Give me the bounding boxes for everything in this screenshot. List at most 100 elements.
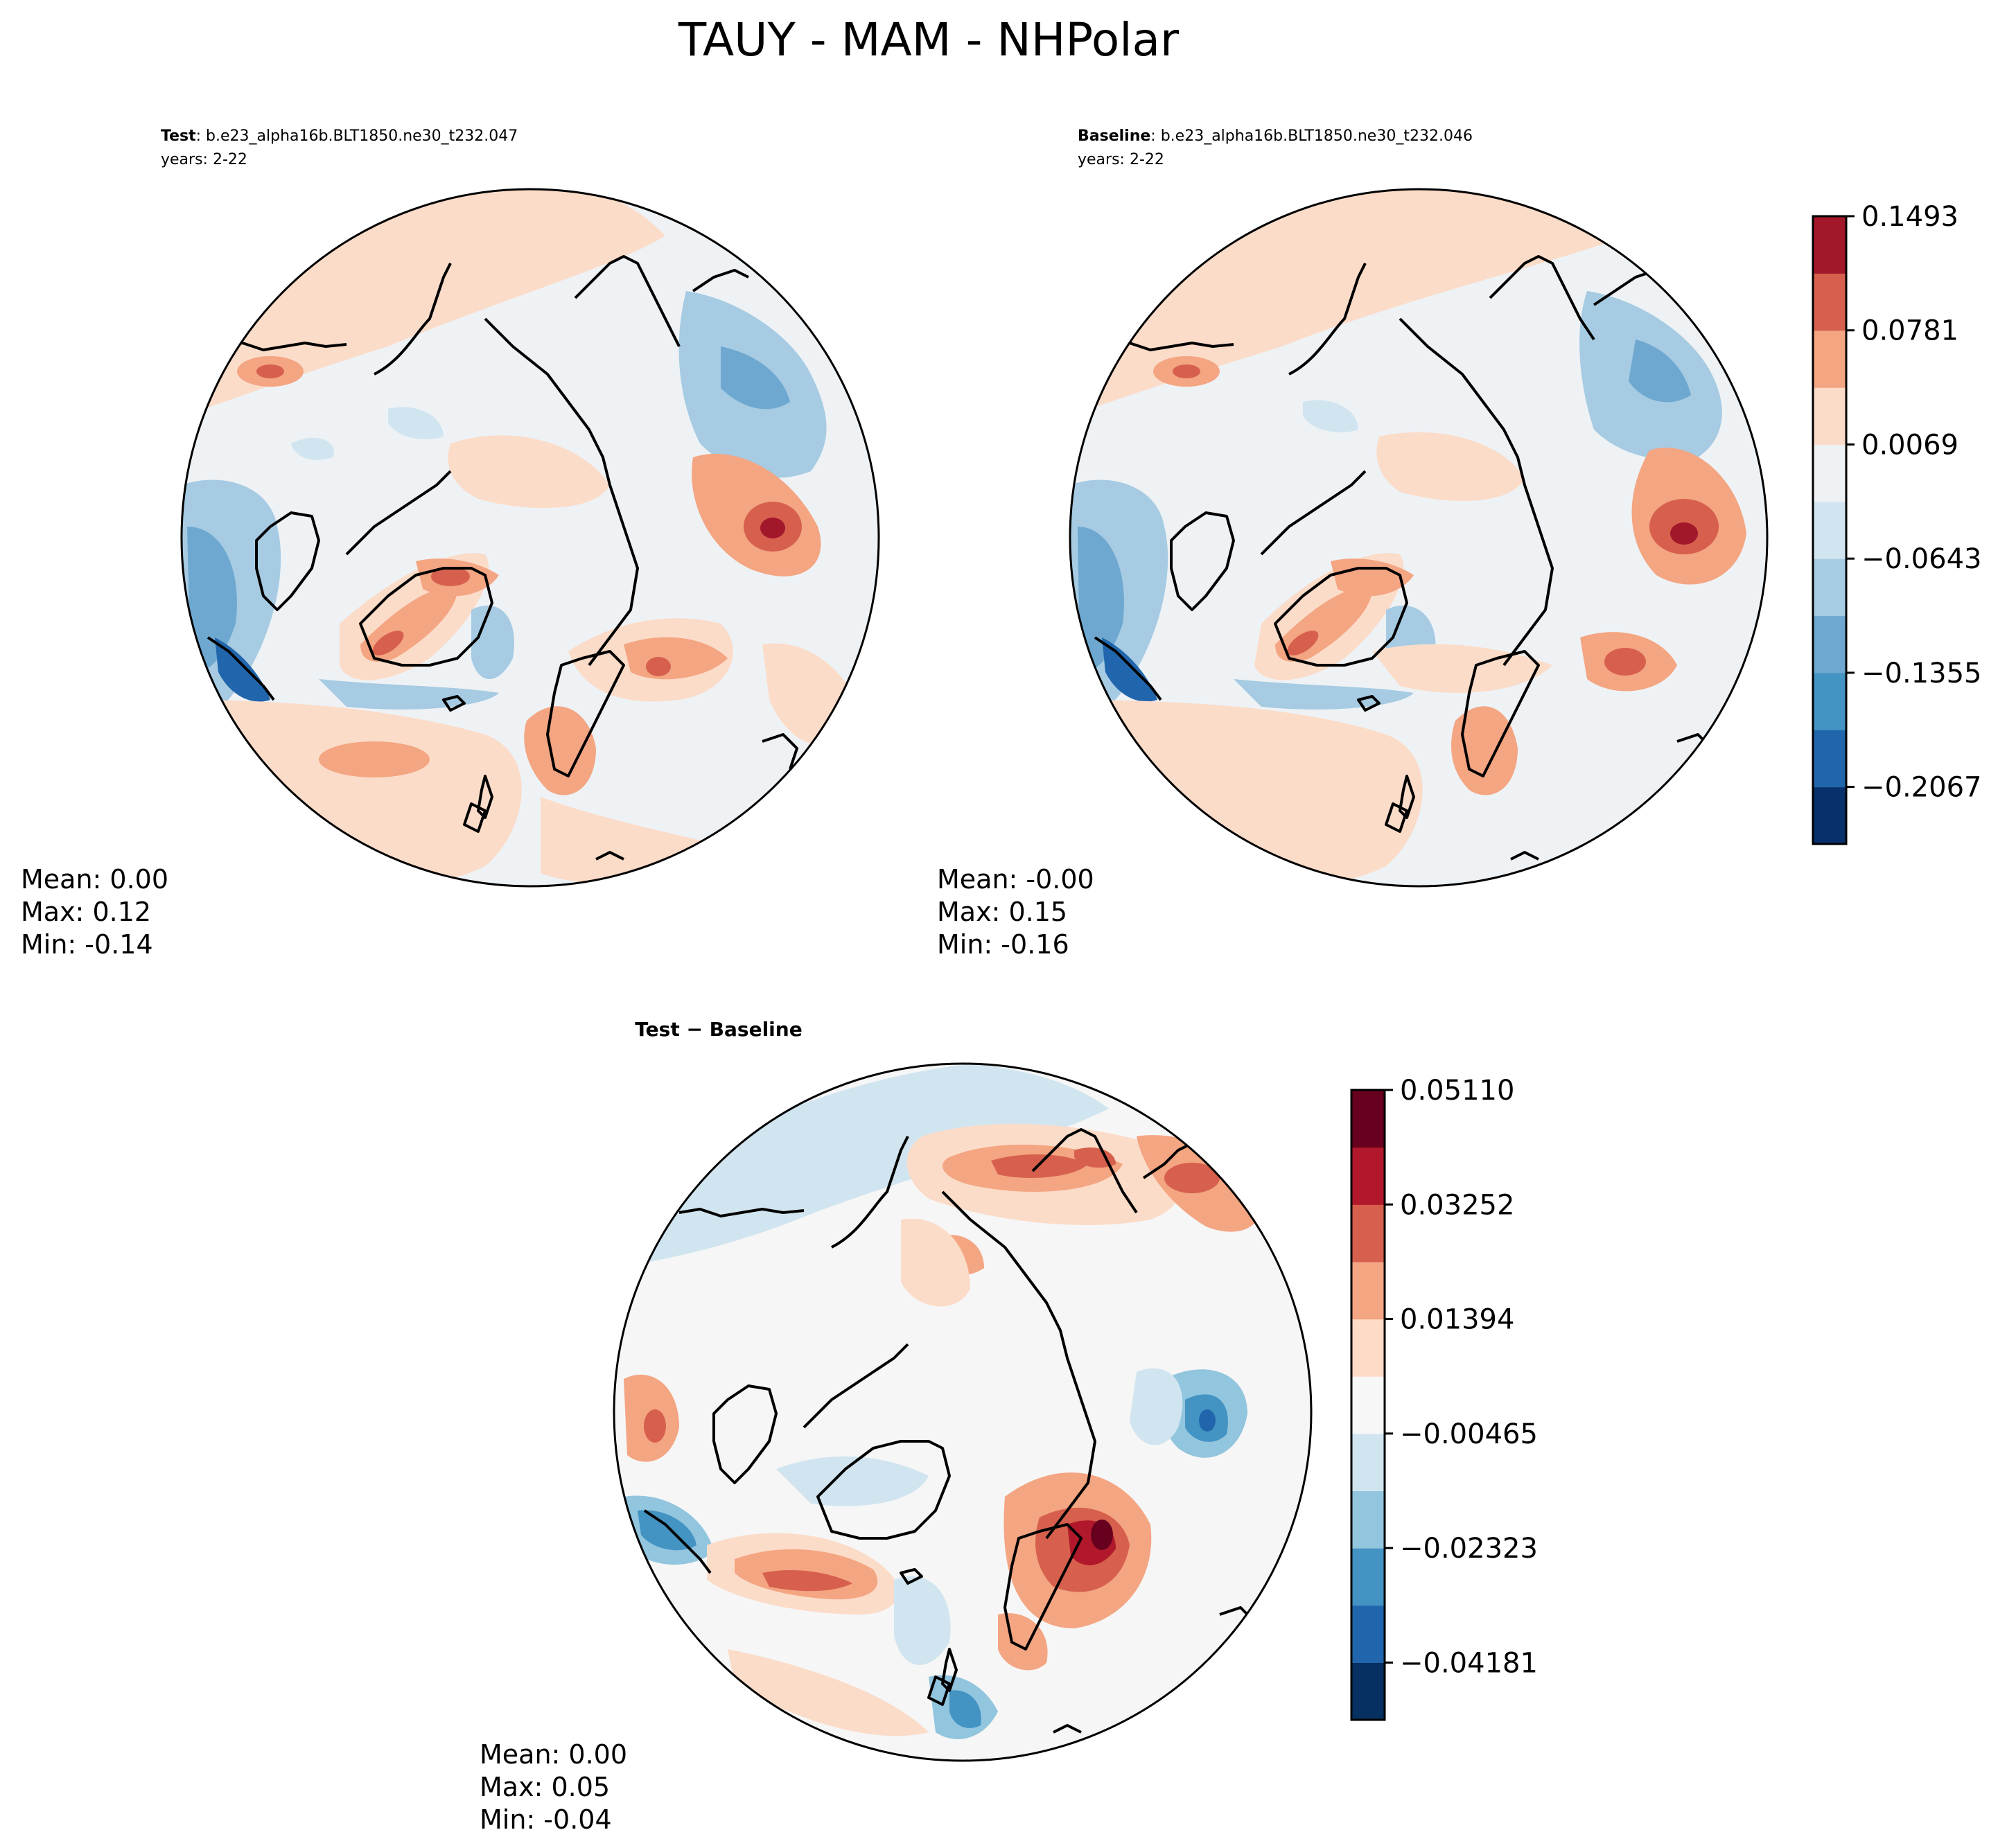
colorbar-bin bbox=[1813, 387, 1846, 446]
colorbar-bin bbox=[1351, 1090, 1385, 1148]
colorbar-bin bbox=[1813, 501, 1846, 559]
coastline bbox=[1053, 1724, 1082, 1734]
contour-negative-region bbox=[1102, 637, 1157, 702]
contour-negative-region bbox=[1199, 1409, 1216, 1432]
contour-positive-region bbox=[319, 741, 430, 777]
contour-positive-region bbox=[1604, 648, 1646, 676]
contour-negative-region bbox=[1234, 679, 1414, 710]
coastline bbox=[1399, 317, 1554, 667]
colorbar-bin bbox=[1351, 1376, 1385, 1434]
contour-positive-region bbox=[372, 631, 404, 655]
coastline bbox=[442, 695, 466, 712]
coastline bbox=[927, 1675, 951, 1706]
colorbar-bin bbox=[1813, 672, 1846, 730]
panel-test-title: Test: b.e23_alpha16b.BLT1850.ne30_t232.0… bbox=[161, 127, 518, 145]
colorbar-diff: 0.05110 0.03252 0.01394 −0.00465 −0.02323 −0.… bbox=[1350, 1075, 1538, 1721]
colorbar-tick-label: 0.03252 bbox=[1400, 1189, 1514, 1221]
coastline bbox=[345, 470, 452, 556]
contour-positive-region bbox=[991, 1154, 1088, 1178]
coastline bbox=[1094, 636, 1162, 701]
contour-positive-region bbox=[760, 518, 785, 538]
map-test-boundary bbox=[180, 188, 880, 888]
map-difference-coastlines bbox=[643, 1128, 1256, 1734]
coastline bbox=[1385, 802, 1408, 833]
panel-difference-mean: Mean: 0.00 bbox=[480, 1739, 627, 1770]
colorbar-tick-label: 0.0069 bbox=[1861, 429, 1958, 461]
colorbar-tick-label: −0.00465 bbox=[1400, 1418, 1538, 1450]
coastline bbox=[831, 1136, 909, 1249]
coastline bbox=[463, 802, 487, 833]
colorbar-bin bbox=[1351, 1433, 1385, 1492]
contour-negative-region bbox=[894, 1576, 951, 1665]
panel-difference-max: Max: 0.05 bbox=[480, 1772, 610, 1802]
colorbar-bin bbox=[1813, 786, 1846, 845]
panel-test-max: Max: 0.12 bbox=[21, 897, 151, 927]
panel-test-min: Min: -0.14 bbox=[21, 929, 153, 960]
coastline bbox=[1510, 851, 1539, 861]
panel-baseline-years: years: 2-22 bbox=[1078, 151, 1164, 168]
colorbar-outline bbox=[1812, 215, 1848, 845]
contour-positive-region bbox=[1331, 558, 1414, 597]
panel-baseline-min: Min: -0.16 bbox=[937, 929, 1069, 960]
contour-positive-region bbox=[762, 1569, 852, 1592]
colorbar-bin bbox=[1351, 1548, 1385, 1606]
coastline bbox=[678, 1208, 805, 1217]
panel-baseline: Baseline: b.e23_alpha16b.BLT1850.ne30_t2… bbox=[937, 127, 1769, 960]
coastline bbox=[374, 263, 452, 376]
map-baseline-boundary bbox=[1069, 188, 1769, 888]
colorbar-tick-label: −0.2067 bbox=[1861, 772, 1981, 804]
contour-positive-region bbox=[646, 657, 671, 676]
panel-test-run-name: : b.e23_alpha16b.BLT1850.ne30_t232.047 bbox=[196, 127, 518, 145]
colorbar-outline bbox=[1350, 1089, 1386, 1721]
map-test bbox=[180, 188, 880, 888]
colorbar-tick-label: −0.02323 bbox=[1400, 1533, 1538, 1565]
panel-baseline-max: Max: 0.15 bbox=[937, 897, 1067, 927]
coastline bbox=[1170, 511, 1235, 611]
coastline bbox=[1288, 263, 1367, 376]
colorbar-bin bbox=[1813, 558, 1846, 617]
panel-test-title-label: Test bbox=[161, 127, 196, 145]
colorbar-bin bbox=[1351, 1319, 1385, 1377]
coastline bbox=[941, 1190, 1096, 1540]
coastline bbox=[692, 269, 749, 292]
colorbar-bin bbox=[1351, 1490, 1385, 1549]
contour-positive-region bbox=[1173, 364, 1200, 378]
contour-negative-region bbox=[776, 1456, 929, 1506]
contour-negative-region bbox=[1303, 400, 1358, 432]
coastline bbox=[1004, 1523, 1083, 1651]
contour-negative-region bbox=[319, 679, 499, 710]
colorbar-bin bbox=[1813, 273, 1846, 331]
map-baseline bbox=[1069, 188, 1769, 888]
colorbar-tick-label: 0.05110 bbox=[1400, 1075, 1514, 1107]
colorbar-tick-label: 0.1493 bbox=[1861, 201, 1958, 233]
coastline bbox=[1260, 470, 1367, 556]
coastline bbox=[941, 1648, 958, 1692]
coastline bbox=[1274, 567, 1408, 667]
map-difference-boundary bbox=[613, 1062, 1313, 1762]
coastline bbox=[221, 342, 347, 351]
contour-positive-region bbox=[1091, 1520, 1113, 1550]
coastline bbox=[803, 1343, 909, 1429]
map-difference bbox=[613, 1062, 1313, 1762]
map-difference-contours bbox=[614, 1064, 1263, 1739]
contour-positive-region bbox=[431, 567, 470, 586]
coastline bbox=[546, 650, 625, 777]
coastline bbox=[477, 775, 493, 819]
contour-negative-region bbox=[215, 637, 270, 702]
coastline bbox=[1461, 650, 1540, 777]
coastline bbox=[643, 1509, 712, 1574]
contour-positive-region bbox=[644, 1409, 666, 1443]
coastline bbox=[900, 1568, 923, 1585]
contour-positive-region bbox=[1376, 432, 1525, 502]
contour-negative-region bbox=[1130, 1368, 1183, 1445]
contour-negative-region bbox=[471, 605, 514, 679]
colorbar-tick-label: 0.01394 bbox=[1400, 1304, 1514, 1336]
contour-negative-region bbox=[721, 346, 790, 410]
contour-positive-region bbox=[1287, 631, 1319, 655]
coastline bbox=[1399, 775, 1415, 819]
colorbar-bin bbox=[1813, 444, 1846, 502]
contour-negative-region bbox=[187, 527, 237, 671]
coastline bbox=[255, 511, 320, 611]
colorbar-tick-label: −0.04181 bbox=[1400, 1647, 1538, 1679]
